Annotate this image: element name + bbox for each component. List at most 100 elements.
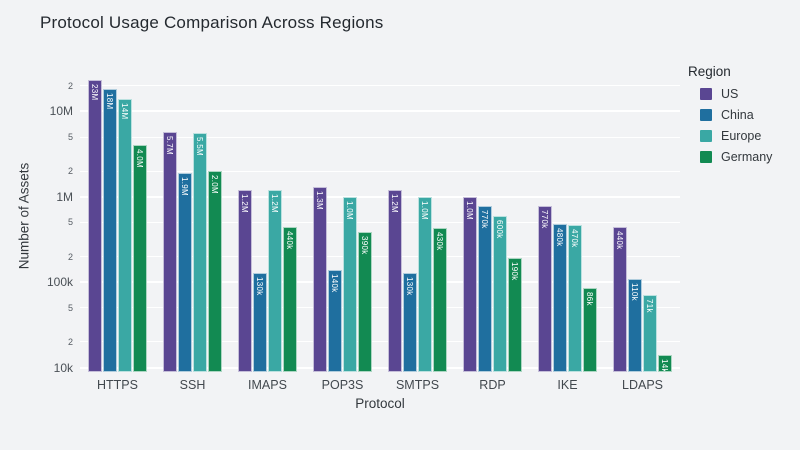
x-tick-label-smtps: SMTPS [395, 378, 440, 392]
gridline [80, 256, 680, 257]
bar-rdp-us[interactable]: 1.0M [462, 196, 477, 372]
bar-https-us[interactable]: 23M [87, 80, 102, 372]
gridline [80, 136, 680, 138]
bar-value-label: 5.5M [195, 137, 204, 157]
bar-rdp-china[interactable]: 770k [477, 206, 492, 372]
bar-value-label: 18M [105, 93, 114, 110]
bar-value-label: 1.0M [420, 200, 429, 220]
bar-value-label: 130k [255, 276, 264, 296]
bar-https-europe[interactable]: 14M [117, 98, 132, 372]
bar-value-label: 430k [435, 232, 444, 251]
gridline [80, 195, 680, 198]
bar-value-label: 1.0M [465, 200, 474, 220]
bar-value-label: 190k [510, 262, 519, 281]
x-tick-label-ssh: SSH [179, 378, 206, 392]
bar-value-label: 1.0M [345, 200, 354, 220]
legend-item-china[interactable]: China [700, 108, 796, 122]
bar-value-label: 600k [495, 219, 504, 239]
y-tick-label: 2 [67, 336, 73, 347]
bar-smtps-china[interactable]: 130k [402, 272, 417, 372]
bar-pop3s-germany[interactable]: 390k [357, 231, 372, 372]
legend-items: US China Europe Germany [688, 87, 796, 164]
bar-value-label: 770k [480, 210, 489, 230]
bar-ike-europe[interactable]: 470k [567, 224, 582, 372]
legend-swatch-icon [700, 88, 712, 100]
gridline [80, 281, 680, 284]
gridline [80, 341, 680, 343]
bar-ssh-germany[interactable]: 2.0M [207, 171, 222, 372]
bar-value-label: 1.2M [240, 193, 249, 213]
bar-value-label: 5.7M [165, 136, 174, 156]
bar-value-label: 4.0M [135, 149, 144, 169]
bar-rdp-europe[interactable]: 600k [492, 215, 507, 372]
bar-value-label: 1.2M [270, 193, 279, 213]
bar-pop3s-china[interactable]: 140k [327, 269, 342, 372]
legend-item-label: US [721, 87, 739, 101]
bar-value-label: 71k [645, 298, 654, 313]
bar-ldaps-us[interactable]: 440k [612, 227, 627, 372]
legend-item-label: China [721, 108, 754, 122]
bar-ssh-us[interactable]: 5.7M [162, 132, 177, 372]
legend-swatch-icon [700, 109, 712, 121]
y-tick-label: 2 [67, 251, 73, 262]
bar-value-label: 480k [555, 228, 564, 247]
bar-value-label: 1.2M [390, 193, 399, 213]
bar-value-label: 1.9M [180, 176, 189, 196]
legend-item-germany[interactable]: Germany [700, 150, 796, 164]
bar-value-label: 440k [285, 231, 294, 250]
legend-item-europe[interactable]: Europe [700, 129, 796, 143]
bar-value-label: 2.0M [210, 175, 219, 195]
y-tick-label: 5 [67, 302, 73, 313]
bar-value-label: 770k [540, 210, 549, 230]
gridline [80, 366, 680, 369]
legend-item-us[interactable]: US [700, 87, 796, 101]
bar-value-label: 14M [120, 102, 129, 120]
bar-https-china[interactable]: 18M [102, 89, 117, 372]
legend-item-label: Europe [721, 129, 762, 143]
x-tick-label-https: HTTPS [97, 378, 138, 392]
x-axis-title: Protocol [355, 396, 405, 411]
plot-area: 10k 2 5 100k 2 5 1M 2 5 10M 2 HTTPS 23M 18M 14M 4.0M SSH… [47, 60, 680, 392]
bar-smtps-germany[interactable]: 430k [432, 228, 447, 372]
bar-ldaps-china[interactable]: 110k [627, 278, 642, 372]
bar-ldaps-europe[interactable]: 71k [642, 294, 657, 372]
bar-value-label: 86k [585, 291, 594, 306]
bar-imaps-germany[interactable]: 440k [282, 227, 297, 372]
gridline [80, 110, 680, 113]
bar-imaps-europe[interactable]: 1.2M [267, 189, 282, 372]
chart-title: Protocol Usage Comparison Across Regions [40, 13, 384, 32]
bar-rdp-germany[interactable]: 190k [507, 258, 522, 372]
y-tick-label: 2 [67, 80, 73, 91]
bar-ike-us[interactable]: 770k [537, 206, 552, 372]
bar-ike-china[interactable]: 480k [552, 224, 567, 372]
y-tick-label: 5 [67, 132, 73, 142]
y-tick-label: 1M [56, 189, 73, 204]
bar-pop3s-europe[interactable]: 1.0M [342, 196, 357, 372]
bar-imaps-china[interactable]: 130k [252, 272, 267, 372]
bar-value-label: 140k [330, 273, 339, 293]
gridline [80, 85, 680, 87]
bar-imaps-us[interactable]: 1.2M [237, 189, 252, 372]
bar-ldaps-germany[interactable]: 14k [657, 355, 672, 372]
bar-ssh-europe[interactable]: 5.5M [192, 133, 207, 372]
bar-ike-germany[interactable]: 86k [582, 287, 597, 372]
bar-pop3s-us[interactable]: 1.3M [312, 187, 327, 372]
bar-value-label: 23M [90, 84, 99, 101]
bar-smtps-europe[interactable]: 1.0M [417, 196, 432, 372]
legend-swatch-icon [700, 130, 712, 142]
gridline [80, 307, 680, 309]
legend-item-label: Germany [721, 150, 773, 164]
x-tick-label-ike: IKE [557, 378, 578, 392]
bar-smtps-us[interactable]: 1.2M [387, 189, 402, 372]
y-tick-label: 10k [53, 360, 73, 375]
bar-https-germany[interactable]: 4.0M [132, 145, 147, 372]
bar-value-label: 130k [405, 276, 414, 296]
y-tick-label: 100k [46, 275, 73, 290]
legend-title: Region [688, 64, 731, 79]
bar-value-label: 390k [360, 235, 369, 255]
legend: Region US China Europe Germany [688, 64, 796, 171]
bar-ssh-china[interactable]: 1.9M [177, 172, 192, 372]
bar-value-label: 14k [660, 359, 669, 372]
legend-swatch-icon [700, 151, 712, 163]
x-tick-label-rdp: RDP [479, 378, 506, 392]
